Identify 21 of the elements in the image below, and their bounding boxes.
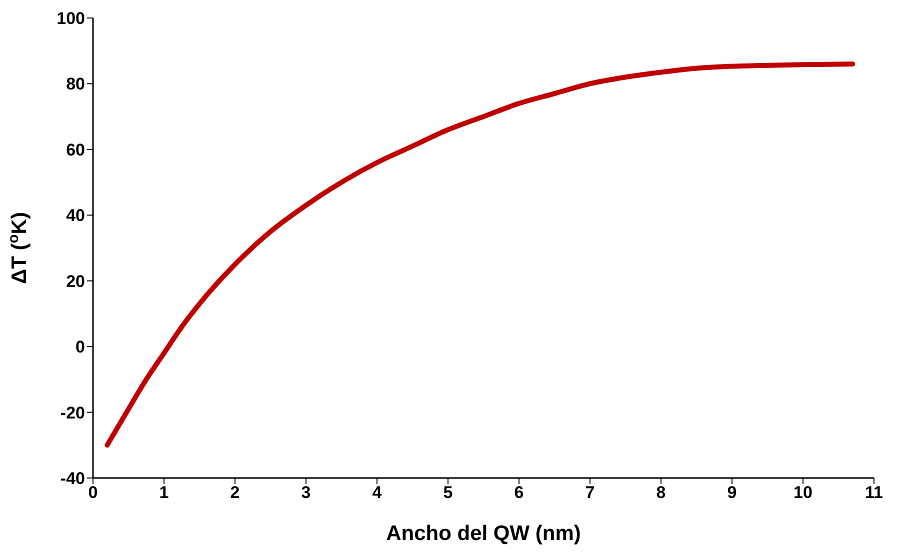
x-tick-label: 10	[794, 483, 812, 502]
x-tick-label: 0	[88, 483, 98, 502]
x-tick-label: 6	[514, 483, 524, 502]
y-tick-label: -20	[60, 403, 85, 422]
x-tick-label: 9	[727, 483, 737, 502]
x-tick-label: 2	[230, 483, 240, 502]
x-tick-label: 7	[585, 483, 595, 502]
x-tick-label: 11	[865, 483, 883, 502]
y-tick-label: 80	[66, 74, 85, 94]
y-tick-label: 0	[76, 338, 85, 357]
y-tick-label: 20	[66, 272, 85, 291]
x-tick-label: 4	[372, 483, 382, 502]
x-tick-label: 8	[656, 483, 666, 502]
x-axis-title: Ancho del QW (nm)	[386, 522, 581, 545]
y-tick-label: -40	[60, 469, 85, 488]
x-tick-label: 1	[159, 483, 169, 502]
y-tick-label: 40	[66, 206, 85, 226]
y-tick-label: 60	[66, 140, 85, 160]
y-tick-label: 100	[56, 9, 85, 28]
x-tick-label: 3	[301, 483, 311, 502]
x-tick-label: 5	[443, 483, 453, 502]
